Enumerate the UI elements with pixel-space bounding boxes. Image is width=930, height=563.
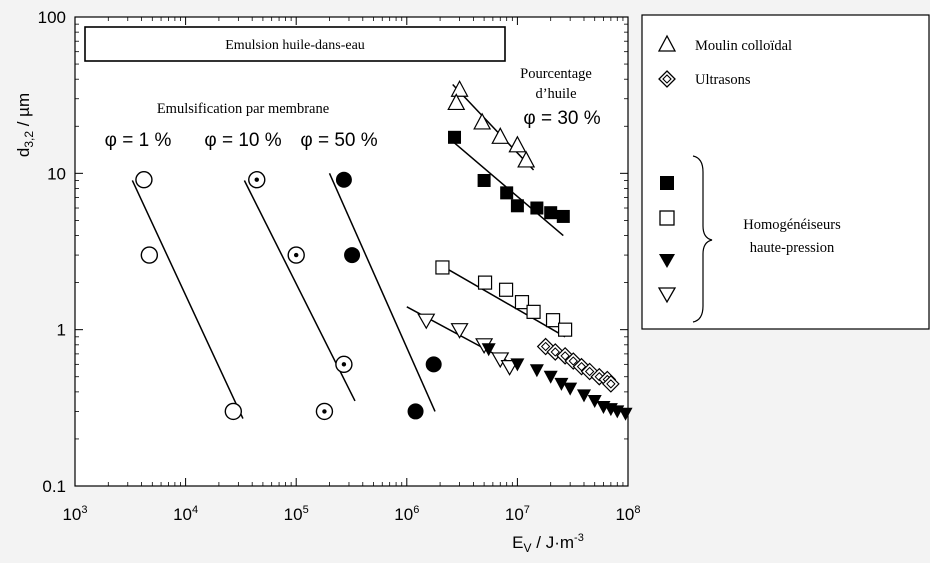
point-open-triangle-up xyxy=(517,150,536,168)
membrane-title: Emulsification par membrane xyxy=(157,101,329,117)
fit-line xyxy=(131,180,244,419)
point-open-square xyxy=(558,322,573,337)
point-open-diamond-inner xyxy=(560,351,570,361)
fit-line xyxy=(452,83,535,171)
point-filled-circle xyxy=(425,356,442,373)
x-axis-label: EV / J·m-3 xyxy=(512,532,584,555)
point-open-square xyxy=(477,275,493,290)
x-tick-label: 104 xyxy=(173,504,198,524)
legend-open-triangle-down-icon xyxy=(657,287,677,304)
point-dotted-circle-center xyxy=(341,362,347,367)
y-tick-label: 0.1 xyxy=(42,477,66,496)
point-filled-circle xyxy=(407,403,424,420)
point-open-square xyxy=(514,295,530,310)
point-filled-triangle-down xyxy=(510,358,525,372)
legend-hp-line2: haute-pression xyxy=(750,240,835,256)
fit-line xyxy=(328,173,436,412)
point-open-triangle-up xyxy=(473,112,492,130)
point-filled-square xyxy=(448,130,462,144)
point-dotted-circle-center xyxy=(294,252,299,258)
point-open-circle xyxy=(135,171,153,189)
x-tick-label: 103 xyxy=(62,504,87,524)
x-tick-label: 105 xyxy=(284,504,309,524)
point-filled-triangle-down xyxy=(563,382,578,396)
point-filled-square xyxy=(500,186,514,200)
point-filled-triangle-down xyxy=(587,394,602,408)
point-open-square xyxy=(545,313,561,328)
point-filled-triangle-down xyxy=(529,364,544,378)
point-open-circle xyxy=(140,246,159,264)
y-tick-label: 10 xyxy=(47,164,66,183)
title-box xyxy=(84,26,506,62)
point-open-diamond-inner xyxy=(568,356,578,366)
point-filled-square xyxy=(544,206,558,220)
phi-50-label: φ = 50 % xyxy=(300,130,377,151)
point-open-diamond-inner xyxy=(550,347,560,357)
point-open-diamond-inner xyxy=(606,379,616,389)
legend-filled-triangle-down-icon xyxy=(659,254,675,268)
point-open-triangle-down xyxy=(417,313,436,330)
axes: 103 104 105 106 107 108 0.1 1 10 100 xyxy=(38,8,641,524)
point-open-triangle-up xyxy=(447,93,466,111)
point-dotted-circle-center xyxy=(322,409,327,414)
point-open-square xyxy=(526,304,541,319)
point-filled-circle xyxy=(335,171,352,188)
point-open-triangle-up xyxy=(508,135,527,153)
legend-box xyxy=(641,14,930,330)
point-filled-triangle-down xyxy=(554,377,569,391)
point-open-triangle-up xyxy=(450,79,469,97)
point-filled-triangle-down xyxy=(481,343,496,357)
fit-line xyxy=(439,264,566,338)
point-open-triangle-up xyxy=(491,127,510,144)
legend-filled-square-icon xyxy=(660,176,674,190)
point-filled-triangle-down xyxy=(576,389,591,403)
y-tick-label: 100 xyxy=(38,8,66,27)
point-filled-square xyxy=(510,199,524,213)
y-axis-label: d3,2 / µm xyxy=(14,93,36,157)
chart-title: Emulsion huile-dans-eau xyxy=(225,38,365,53)
x-tick-label: 108 xyxy=(615,504,640,524)
point-filled-square xyxy=(530,201,544,215)
point-open-circle xyxy=(224,402,243,421)
point-filled-square xyxy=(556,209,570,223)
point-filled-square xyxy=(477,173,491,187)
point-open-square xyxy=(498,282,514,297)
point-filled-triangle-down xyxy=(543,370,558,384)
legend-ultrasound: Ultrasons xyxy=(695,72,751,88)
oil-label-2: d’huile xyxy=(535,86,576,102)
data-marks xyxy=(135,79,633,421)
point-open-triangle-down xyxy=(450,323,469,339)
x-tick-label: 107 xyxy=(505,504,530,524)
point-open-diamond-inner xyxy=(584,366,595,377)
x-tick-label: 106 xyxy=(394,504,419,524)
point-open-diamond-inner xyxy=(540,341,551,352)
phi-1-label: φ = 1 % xyxy=(105,130,172,151)
y-tick-label: 1 xyxy=(57,321,66,340)
point-open-triangle-down xyxy=(491,352,510,369)
legend-open-square-icon xyxy=(659,210,675,226)
oil-label-1: Pourcentage xyxy=(520,66,592,82)
legend-brace xyxy=(692,155,713,323)
point-dotted-circle-center xyxy=(254,177,259,182)
legend-hp-line1: Homogénéiseurs xyxy=(743,217,841,233)
point-filled-circle xyxy=(344,247,361,264)
legend-open-triangle-up-icon xyxy=(657,34,677,52)
point-open-square xyxy=(435,260,450,275)
legend-open-diamond-icon xyxy=(658,70,676,88)
phi-10-label: φ = 10 % xyxy=(204,130,281,151)
point-filled-triangle-down xyxy=(618,407,633,421)
oil-label-3: φ = 30 % xyxy=(523,108,600,129)
legend-colloid-mill: Moulin colloïdal xyxy=(695,38,792,54)
point-open-diamond-inner xyxy=(576,361,587,372)
